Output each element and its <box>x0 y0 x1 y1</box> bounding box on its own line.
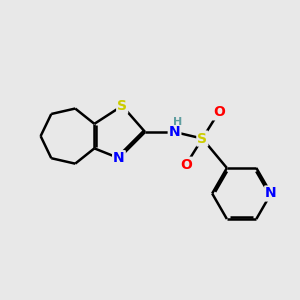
Text: N: N <box>169 125 180 139</box>
Text: S: S <box>197 131 207 146</box>
Text: O: O <box>213 105 225 119</box>
Text: O: O <box>180 158 192 172</box>
Text: H: H <box>173 116 182 127</box>
Text: N: N <box>113 151 125 165</box>
Text: S: S <box>117 99 127 113</box>
Text: N: N <box>265 187 277 200</box>
